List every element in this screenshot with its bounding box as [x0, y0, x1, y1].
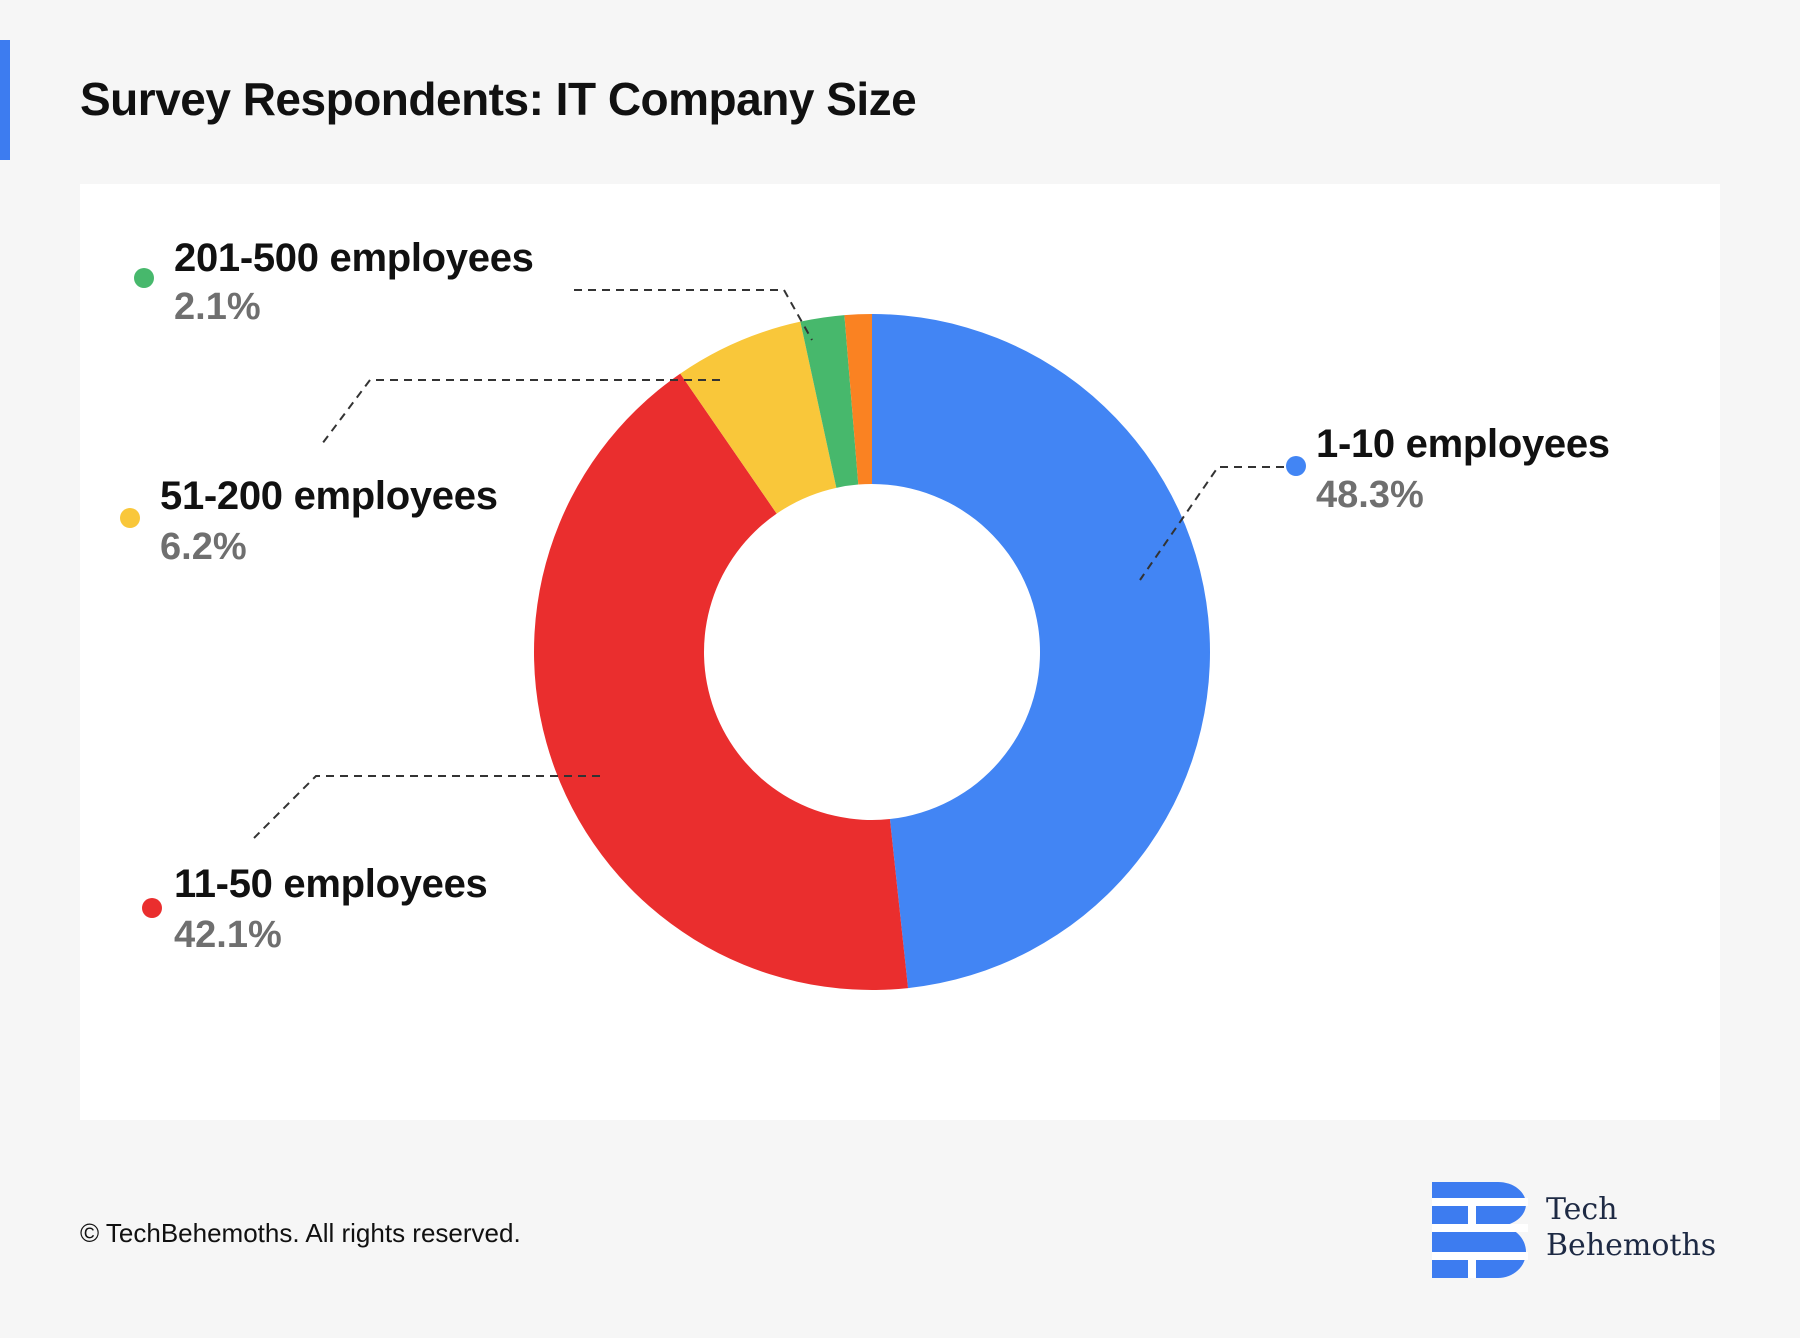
- donut-slice-1: [872, 314, 1211, 989]
- donut-slice-3: [680, 321, 837, 514]
- leader-line-1-10: [1139, 466, 1284, 581]
- legend-dot-51-200: [120, 508, 140, 528]
- legend-value-11-50: 42.1%: [174, 914, 282, 956]
- donut-slice-2: [534, 373, 909, 990]
- brand-logo-block: Tech Behemoths: [1428, 1180, 1728, 1280]
- leader-lines: [253, 289, 1284, 839]
- legend-value-1-10: 48.3%: [1316, 474, 1424, 516]
- footer-copyright: © TechBehemoths. All rights reserved.: [80, 1218, 521, 1248]
- legend-dot-201-500: [134, 268, 154, 288]
- brand-name-line2: Behemoths: [1546, 1228, 1717, 1263]
- donut-slices: [534, 314, 1211, 990]
- leader-line-11-50: [253, 775, 600, 839]
- techbehemoths-logo-icon: [1432, 1182, 1528, 1278]
- page-title: Survey Respondents: IT Company Size: [80, 73, 917, 125]
- leader-line-51-200: [321, 379, 720, 445]
- legend-label-201-500: 201-500 employees: [174, 236, 534, 280]
- legend-label-1-10: 1-10 employees: [1316, 422, 1610, 466]
- brand-name-line1: Tech: [1546, 1192, 1618, 1227]
- legend-label-51-200: 51-200 employees: [160, 474, 498, 518]
- chart-card: 1-10 employees 48.3% 11-50 employees 42.…: [80, 184, 1720, 1120]
- title-accent-bar: [0, 40, 10, 160]
- donut-slice-5: [844, 314, 872, 485]
- legend-value-51-200: 6.2%: [160, 526, 247, 568]
- legend-value-201-500: 2.1%: [174, 286, 261, 328]
- donut-chart: [253, 289, 1284, 990]
- brand-name: Tech Behemoths: [1546, 1192, 1716, 1264]
- leader-line-201-500: [574, 289, 813, 341]
- legend-dot-1-10: [1286, 456, 1306, 476]
- legend-dot-11-50: [142, 898, 162, 918]
- donut-slice-4: [800, 315, 859, 488]
- legend-label-11-50: 11-50 employees: [174, 862, 488, 906]
